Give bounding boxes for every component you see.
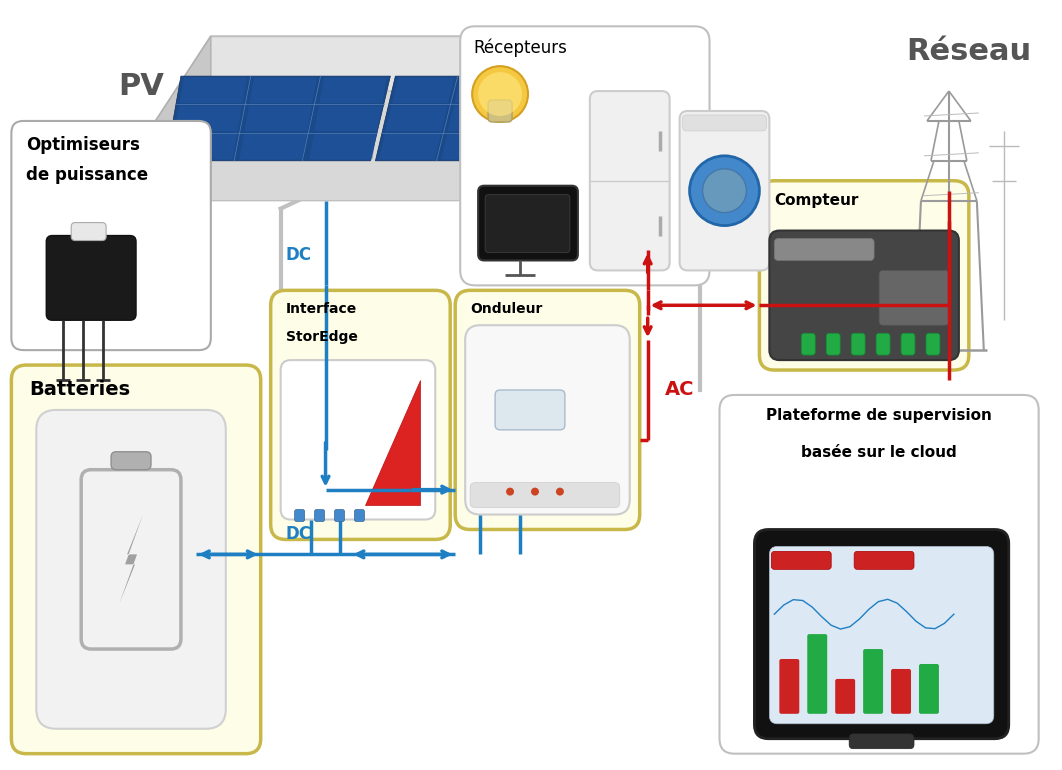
Polygon shape <box>309 134 377 159</box>
Text: basée sur le cloud: basée sur le cloud <box>801 445 957 460</box>
Polygon shape <box>119 514 143 604</box>
FancyBboxPatch shape <box>589 91 670 270</box>
FancyBboxPatch shape <box>280 360 435 520</box>
Text: PV: PV <box>118 72 164 101</box>
FancyBboxPatch shape <box>826 333 840 355</box>
Polygon shape <box>566 134 628 159</box>
Text: Batteries: Batteries <box>30 380 131 399</box>
Text: de puissance: de puissance <box>27 166 149 184</box>
Text: StorEdge: StorEdge <box>286 330 358 344</box>
Polygon shape <box>179 78 247 103</box>
FancyBboxPatch shape <box>854 551 914 569</box>
Text: Récepteurs: Récepteurs <box>473 38 567 57</box>
Polygon shape <box>136 36 211 201</box>
FancyBboxPatch shape <box>901 333 915 355</box>
FancyBboxPatch shape <box>112 452 151 470</box>
Circle shape <box>531 487 539 496</box>
FancyBboxPatch shape <box>460 26 709 286</box>
FancyBboxPatch shape <box>835 679 855 714</box>
Circle shape <box>689 156 759 226</box>
FancyBboxPatch shape <box>769 547 994 724</box>
FancyBboxPatch shape <box>863 649 884 714</box>
Polygon shape <box>244 105 312 131</box>
FancyBboxPatch shape <box>754 530 1009 738</box>
FancyBboxPatch shape <box>456 290 639 530</box>
Polygon shape <box>386 105 447 131</box>
Text: AC: AC <box>665 380 695 400</box>
FancyBboxPatch shape <box>355 510 364 521</box>
FancyBboxPatch shape <box>271 290 450 540</box>
FancyBboxPatch shape <box>720 395 1039 754</box>
FancyBboxPatch shape <box>926 333 940 355</box>
Polygon shape <box>510 105 572 131</box>
FancyBboxPatch shape <box>12 121 211 350</box>
FancyBboxPatch shape <box>851 333 866 355</box>
FancyBboxPatch shape <box>850 734 914 748</box>
FancyBboxPatch shape <box>774 239 874 260</box>
FancyBboxPatch shape <box>495 390 565 430</box>
FancyBboxPatch shape <box>478 186 578 260</box>
FancyBboxPatch shape <box>294 510 305 521</box>
Polygon shape <box>517 78 579 103</box>
Text: DC: DC <box>286 525 311 544</box>
FancyBboxPatch shape <box>891 669 911 714</box>
FancyBboxPatch shape <box>680 111 769 270</box>
Polygon shape <box>392 78 455 103</box>
FancyBboxPatch shape <box>876 333 890 355</box>
FancyBboxPatch shape <box>12 365 260 754</box>
Polygon shape <box>166 76 391 161</box>
Polygon shape <box>441 134 503 159</box>
Circle shape <box>703 169 747 213</box>
FancyBboxPatch shape <box>807 634 827 714</box>
FancyBboxPatch shape <box>780 659 800 714</box>
FancyBboxPatch shape <box>769 230 959 360</box>
Polygon shape <box>375 76 645 161</box>
FancyBboxPatch shape <box>802 333 816 355</box>
Text: Plateforme de supervision: Plateforme de supervision <box>766 408 992 423</box>
Polygon shape <box>572 105 635 131</box>
FancyBboxPatch shape <box>485 195 570 253</box>
Polygon shape <box>455 78 516 103</box>
Polygon shape <box>320 78 387 103</box>
Text: Interface: Interface <box>286 303 357 316</box>
FancyBboxPatch shape <box>47 236 136 320</box>
Polygon shape <box>136 36 680 151</box>
FancyBboxPatch shape <box>36 410 226 728</box>
Circle shape <box>507 487 514 496</box>
Polygon shape <box>379 134 441 159</box>
Polygon shape <box>170 134 237 159</box>
FancyBboxPatch shape <box>771 551 832 569</box>
FancyBboxPatch shape <box>683 115 767 131</box>
FancyBboxPatch shape <box>470 483 620 507</box>
Text: Optimiseurs: Optimiseurs <box>27 136 140 154</box>
Polygon shape <box>365 380 421 504</box>
Polygon shape <box>503 134 566 159</box>
FancyBboxPatch shape <box>919 664 939 714</box>
Circle shape <box>478 72 523 116</box>
Polygon shape <box>448 105 510 131</box>
Polygon shape <box>610 36 680 201</box>
FancyBboxPatch shape <box>465 325 630 514</box>
FancyBboxPatch shape <box>759 181 969 370</box>
FancyBboxPatch shape <box>314 510 325 521</box>
Polygon shape <box>314 105 381 131</box>
Text: DC: DC <box>286 246 311 264</box>
FancyBboxPatch shape <box>335 510 344 521</box>
Polygon shape <box>579 78 641 103</box>
Text: Onduleur: Onduleur <box>470 303 543 316</box>
Text: Compteur: Compteur <box>774 192 859 208</box>
Polygon shape <box>250 78 316 103</box>
Circle shape <box>473 66 528 122</box>
Polygon shape <box>174 105 242 131</box>
FancyBboxPatch shape <box>71 223 106 240</box>
FancyBboxPatch shape <box>879 270 949 325</box>
Polygon shape <box>136 91 680 201</box>
Text: Réseau: Réseau <box>906 37 1031 65</box>
Circle shape <box>555 487 564 496</box>
Polygon shape <box>240 134 307 159</box>
FancyBboxPatch shape <box>489 100 512 122</box>
